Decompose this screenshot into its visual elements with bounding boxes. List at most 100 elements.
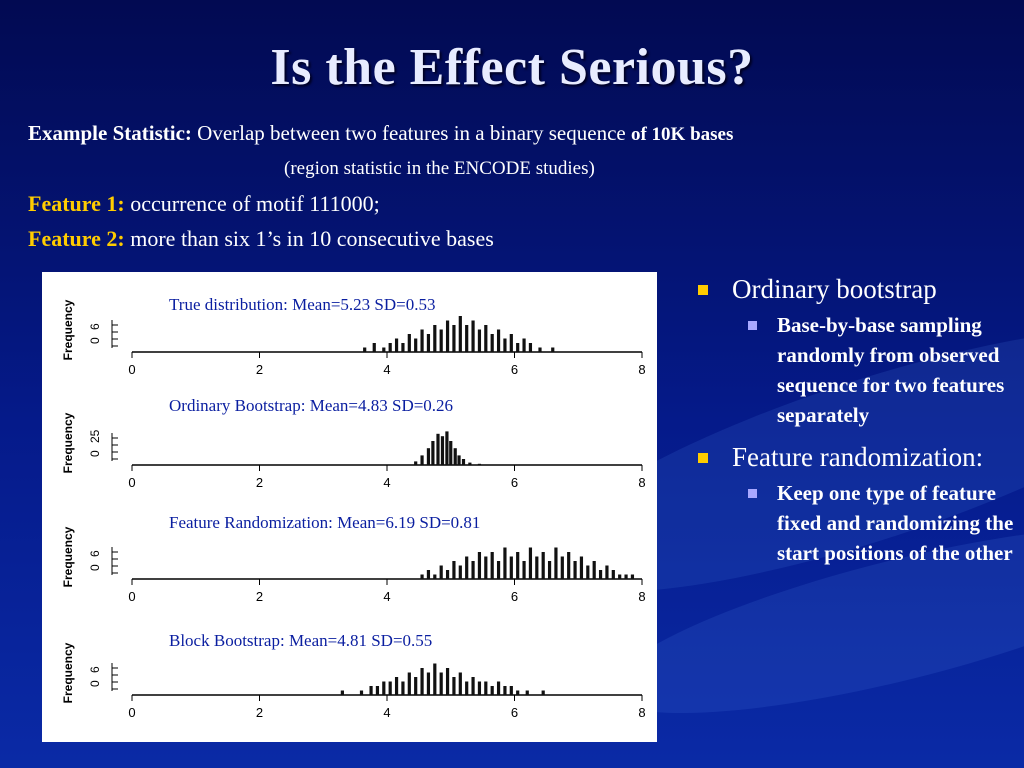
histogram-bar xyxy=(458,672,462,695)
histogram-bar xyxy=(618,574,622,579)
bullet-square-icon xyxy=(698,453,708,463)
histogram-bar xyxy=(452,561,456,579)
histogram-bar xyxy=(522,338,526,352)
histogram-bar xyxy=(426,672,431,695)
histogram-bar xyxy=(516,343,520,352)
histogram-bar xyxy=(445,431,449,465)
y-tick-label: 0 xyxy=(88,337,102,344)
histogram-bar xyxy=(477,552,482,579)
histogram-bar xyxy=(496,329,501,352)
y-tick-label: 6 xyxy=(88,666,102,673)
histogram-bar xyxy=(382,347,386,352)
histogram-bar xyxy=(503,547,507,579)
histogram-bar xyxy=(433,325,437,352)
histogram-bar xyxy=(468,462,472,465)
histogram-bar xyxy=(420,668,424,695)
histogram-bar xyxy=(440,436,445,465)
feature-1-text: occurrence of motif 111000; xyxy=(130,191,380,216)
histogram-bar xyxy=(586,565,590,579)
histogram-bar xyxy=(439,329,443,352)
x-tick-label: 6 xyxy=(511,589,518,604)
histogram-bar xyxy=(401,343,405,352)
histogram-bar xyxy=(477,681,482,695)
histogram-bar xyxy=(471,320,475,352)
histogram-bar xyxy=(433,663,437,695)
sub-bullet-square-icon xyxy=(748,321,757,330)
histogram-bar xyxy=(458,316,462,352)
histogram-bar xyxy=(452,677,456,695)
histogram-bar xyxy=(420,574,424,579)
histogram-bar xyxy=(496,561,501,579)
histogram-bar xyxy=(516,690,520,695)
histogram-bar xyxy=(560,556,564,579)
histogram-bar xyxy=(541,690,545,695)
histogram-bar xyxy=(528,343,533,352)
histogram-bar xyxy=(567,552,571,579)
sub-bullet-text: Base-by-base sampling randomly from obse… xyxy=(777,313,1005,427)
histogram-bar xyxy=(340,690,344,695)
histogram-bar xyxy=(522,561,526,579)
histogram-bar xyxy=(420,329,424,352)
x-tick-label: 0 xyxy=(128,475,135,490)
histogram-bar xyxy=(414,461,418,465)
x-tick-label: 0 xyxy=(128,589,135,604)
y-tick-label: 25 xyxy=(88,429,102,443)
y-tick-label: 6 xyxy=(88,323,102,330)
sub-bullet-square-icon xyxy=(748,489,757,498)
histogram-bar xyxy=(436,433,440,465)
chart-title-true: True distribution: Mean=5.23 SD=0.53 xyxy=(169,295,436,314)
histogram-bar xyxy=(484,325,488,352)
y-tick-label: 0 xyxy=(88,564,102,571)
histogram-bar xyxy=(525,690,529,695)
stat-text-bold: of 10K bases xyxy=(630,124,734,145)
histogram-bar xyxy=(471,561,475,579)
histogram-bar xyxy=(554,547,558,579)
histogram-bar xyxy=(509,556,513,579)
x-tick-label: 2 xyxy=(256,475,263,490)
feature-1-label: Feature 1: xyxy=(28,191,125,216)
histogram-bar xyxy=(426,334,431,352)
x-tick-label: 4 xyxy=(383,475,390,490)
histogram-bar xyxy=(579,556,584,579)
stat-label: Example Statistic: xyxy=(28,121,192,145)
histogram-bar xyxy=(431,441,435,465)
histogram-bar xyxy=(592,561,596,579)
sub-bullet-ordinary: Base-by-base sampling randomly from obse… xyxy=(692,310,1017,430)
histogram-bar xyxy=(551,347,555,352)
x-tick-label: 6 xyxy=(511,475,518,490)
histogram-bar xyxy=(477,463,482,465)
histogram-bar xyxy=(407,334,411,352)
y-tick-label: 0 xyxy=(88,680,102,687)
y-axis-label: Frequency xyxy=(61,526,75,587)
sub-bullet-feature: Keep one type of feature fixed and rando… xyxy=(692,478,1017,568)
x-tick-label: 2 xyxy=(256,705,263,720)
histogram-bar xyxy=(445,668,450,695)
x-tick-label: 6 xyxy=(511,362,518,377)
y-axis-label: Frequency xyxy=(61,412,75,473)
histogram-bar xyxy=(439,672,443,695)
y-axis-label: Frequency xyxy=(61,642,75,703)
histogram-bar xyxy=(407,672,411,695)
x-tick-label: 0 xyxy=(128,705,135,720)
histogram-bar xyxy=(359,690,364,695)
histogram-bar xyxy=(509,334,513,352)
histogram-bar xyxy=(503,686,507,695)
sub-bullet-text: Keep one type of feature fixed and rando… xyxy=(777,481,1014,565)
histogram-bar xyxy=(375,686,380,695)
histogram-bar xyxy=(503,338,507,352)
histogram-bar xyxy=(372,343,376,352)
histogram-charts: 0 2 4 6 8 0 6 Frequency 0 2 4 6 8 0 25 Frequency 0 2 4 6 8 0 6… xyxy=(61,299,646,720)
histogram-bar xyxy=(449,441,453,465)
histogram-bar xyxy=(453,448,457,465)
example-statistic: Example Statistic: Overlap between two f… xyxy=(28,121,733,146)
chart-title-ordinary: Ordinary Bootstrap: Mean=4.83 SD=0.26 xyxy=(169,396,454,415)
stat-text: Overlap between two features in a binary… xyxy=(197,121,626,145)
chart-title-feature: Feature Randomization: Mean=6.19 SD=0.81 xyxy=(169,513,481,532)
histogram-bar xyxy=(598,570,603,579)
histogram-bar xyxy=(458,565,462,579)
bullet-text: Ordinary bootstrap xyxy=(732,274,937,304)
histogram-bar xyxy=(496,681,501,695)
histogram-bar xyxy=(414,677,418,695)
x-tick-label: 2 xyxy=(256,589,263,604)
histogram-bar xyxy=(547,561,552,579)
